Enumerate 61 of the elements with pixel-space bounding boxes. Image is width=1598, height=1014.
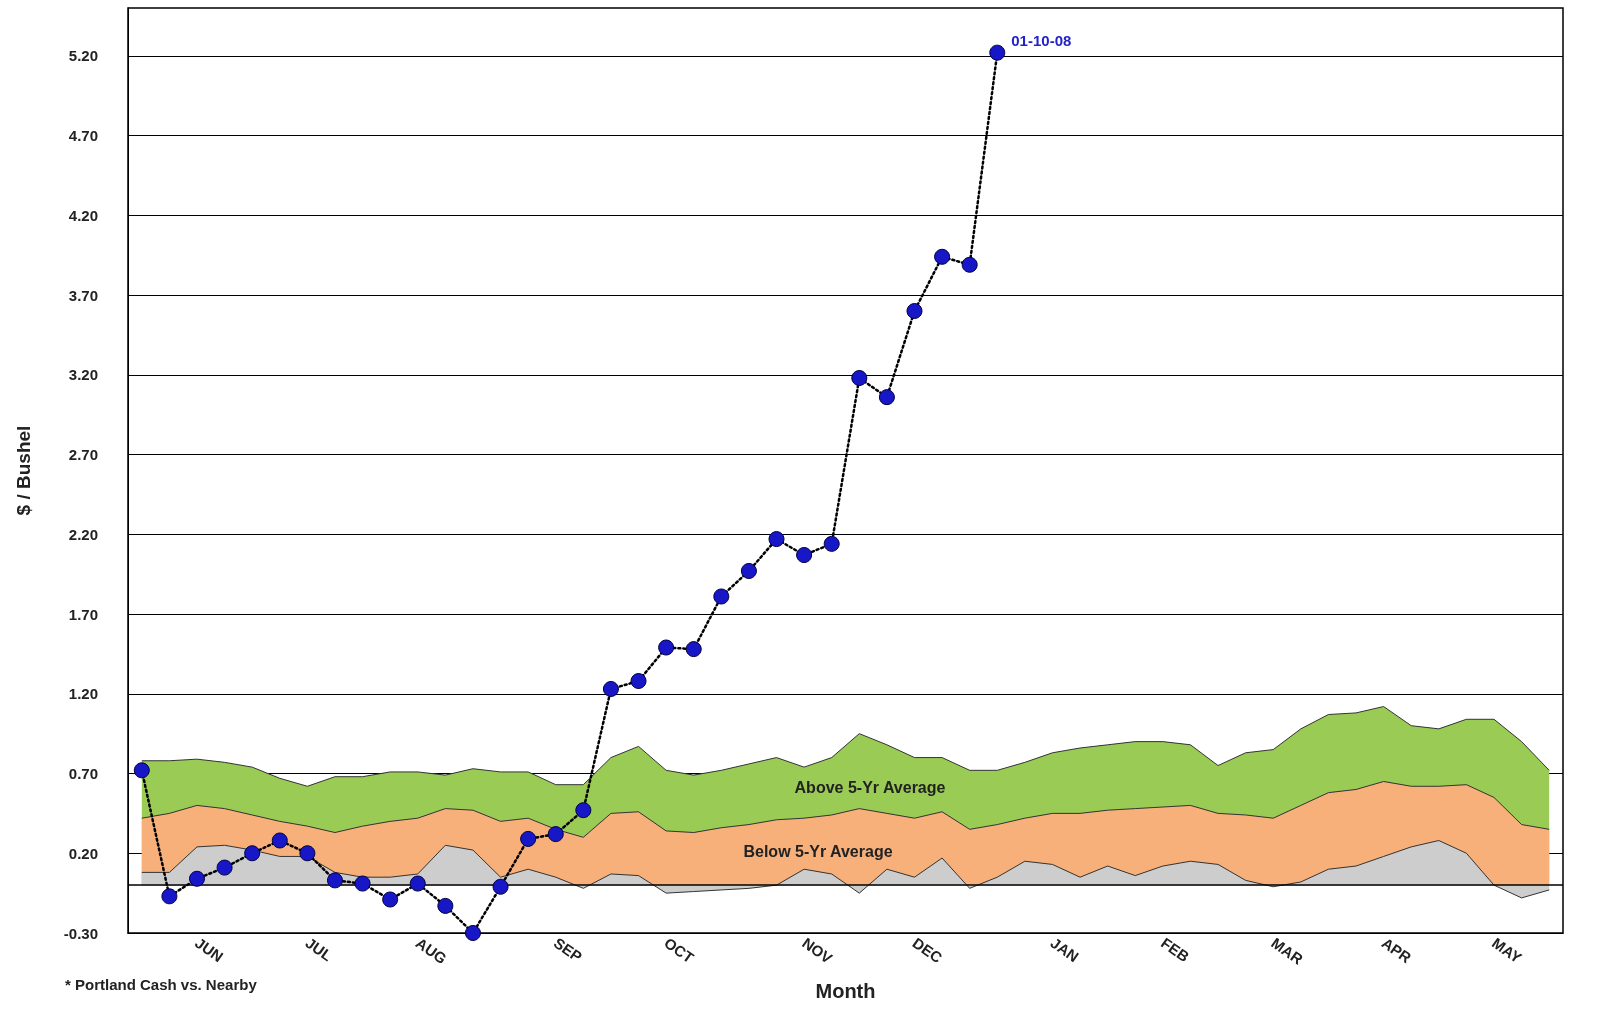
point [575, 802, 592, 819]
x-tick-label: OCT [661, 934, 697, 967]
point [216, 859, 233, 876]
point [934, 248, 951, 265]
y-axis-title: $ / Bushel [13, 425, 34, 516]
y-tick-label: 4.20 [68, 206, 98, 224]
point [906, 303, 923, 320]
y-tick-label: 1.20 [68, 685, 98, 703]
point [189, 870, 205, 887]
point [437, 897, 454, 914]
y-tick-label: 1.70 [68, 605, 98, 623]
y-tick-label: 4.70 [68, 127, 98, 145]
x-tick-label: APR [1378, 934, 1415, 967]
point [685, 641, 702, 658]
point [299, 845, 316, 862]
x-tick-label: JAN [1047, 934, 1082, 966]
x-tick-label: JUL [302, 934, 336, 965]
y-tick-label: 3.20 [68, 366, 98, 384]
y-tick-label: 0.20 [68, 844, 98, 862]
point [630, 673, 647, 690]
point [409, 875, 426, 892]
y-tick-label: 0.70 [68, 765, 98, 783]
x-tick-label: SEP [550, 934, 586, 966]
point [823, 535, 840, 552]
point [658, 639, 675, 656]
point [244, 845, 261, 862]
point [271, 832, 288, 849]
point [161, 888, 178, 905]
point [492, 878, 509, 895]
annotation: Below 5-Yr Average [743, 842, 893, 860]
point [989, 44, 1006, 61]
text: * Portland Cash vs. Nearby [65, 975, 258, 993]
y-tick-label: 5.20 [68, 47, 98, 65]
point [382, 891, 399, 908]
point [961, 256, 978, 273]
point [520, 830, 537, 847]
annotation: 01-10-08 [1011, 32, 1072, 50]
point [602, 680, 619, 697]
x-axis-title: Month [815, 980, 876, 1002]
x-tick-label: FEB [1157, 934, 1193, 966]
y-tick-label: -0.30 [63, 924, 98, 942]
point [851, 370, 868, 386]
annotation: Above 5-Yr Average [794, 778, 946, 796]
point [547, 826, 564, 843]
point [740, 562, 757, 579]
point [326, 872, 343, 889]
y-tick-label: 2.20 [68, 525, 98, 543]
point [878, 389, 895, 406]
point [464, 925, 481, 941]
y-tick-label: 3.70 [68, 286, 98, 304]
point [768, 531, 785, 548]
x-tick-label: JUN [192, 934, 227, 966]
point [354, 875, 371, 892]
x-tick-label: AUG [412, 934, 450, 968]
x-tick-label: NOV [799, 934, 836, 967]
x-tick-label: MAY [1489, 934, 1526, 967]
point [133, 762, 150, 779]
x-tick-label: DEC [909, 934, 946, 967]
point [796, 547, 813, 564]
y-tick-label: 2.70 [68, 446, 98, 464]
point [713, 588, 730, 605]
